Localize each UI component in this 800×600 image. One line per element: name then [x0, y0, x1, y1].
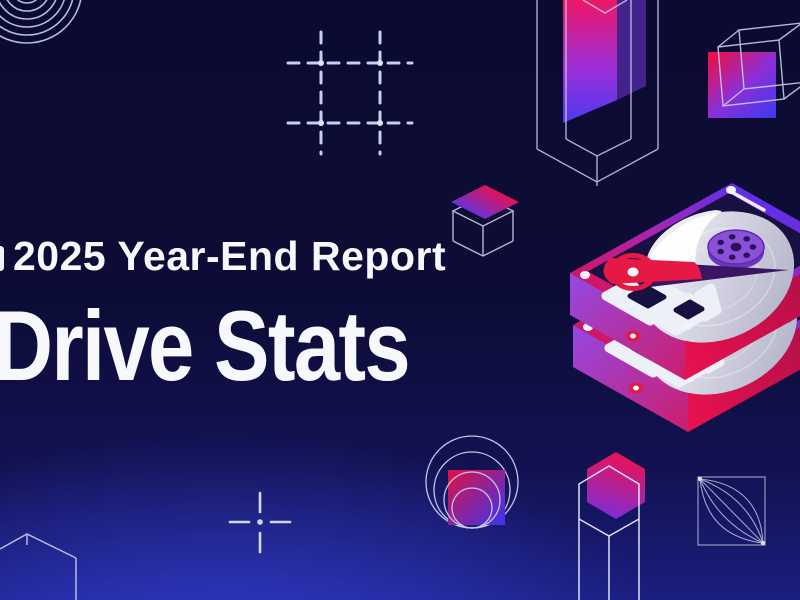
dashed-grid-dots	[318, 60, 383, 126]
report-kicker: 2025 Year-End Report	[13, 233, 447, 279]
nested-circles-icon	[425, 435, 519, 529]
cropped-glyph-fragment	[0, 246, 4, 271]
hexagon-prism-icon	[578, 452, 645, 600]
hdd-stack-illustration	[570, 183, 800, 432]
partial-cube-icon	[0, 533, 77, 600]
fan-square-icon	[697, 476, 766, 546]
tall-prism-icon	[536, 0, 659, 186]
cube-top-right-icon	[708, 22, 800, 118]
concentric-circles-icon	[0, 0, 82, 44]
small-cube-icon	[451, 185, 519, 257]
crosshair-icon	[228, 491, 292, 554]
page-title: Drive Stats	[0, 290, 411, 401]
dashed-grid-icon	[286, 30, 414, 156]
